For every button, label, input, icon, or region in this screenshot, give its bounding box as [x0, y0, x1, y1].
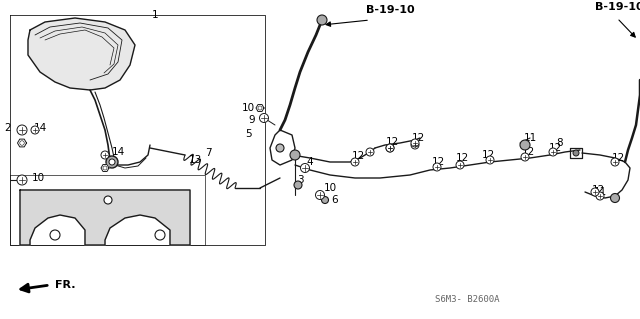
Circle shape [259, 114, 269, 122]
Circle shape [549, 148, 557, 156]
Text: 12: 12 [481, 150, 495, 160]
Text: 14: 14 [111, 147, 125, 157]
Text: 11: 11 [524, 133, 536, 143]
Circle shape [351, 158, 359, 166]
Text: B-19-10: B-19-10 [365, 5, 414, 15]
Circle shape [17, 125, 27, 135]
Text: 5: 5 [244, 129, 252, 139]
Circle shape [386, 144, 394, 152]
Text: 3: 3 [297, 175, 303, 185]
Circle shape [573, 150, 579, 156]
Circle shape [366, 148, 374, 156]
Text: 6: 6 [332, 195, 339, 205]
Circle shape [294, 181, 302, 189]
Circle shape [276, 144, 284, 152]
Text: 12: 12 [412, 133, 424, 143]
Circle shape [301, 164, 310, 173]
Circle shape [101, 151, 109, 159]
Circle shape [611, 158, 619, 166]
Circle shape [520, 140, 530, 150]
Text: 4: 4 [307, 157, 314, 167]
Circle shape [611, 194, 620, 203]
Text: 10: 10 [241, 103, 255, 113]
Circle shape [321, 197, 328, 204]
Circle shape [290, 150, 300, 160]
Circle shape [386, 144, 394, 152]
Circle shape [17, 175, 27, 185]
Text: S6M3- B2600A: S6M3- B2600A [435, 295, 499, 305]
Text: 12: 12 [548, 143, 562, 153]
Circle shape [456, 161, 464, 169]
Polygon shape [20, 190, 190, 245]
Text: FR.: FR. [55, 280, 76, 290]
Polygon shape [256, 105, 264, 111]
Circle shape [31, 126, 39, 134]
Text: 12: 12 [351, 151, 365, 161]
Text: 11: 11 [593, 187, 607, 197]
Circle shape [521, 153, 529, 161]
Circle shape [106, 156, 118, 168]
Circle shape [104, 196, 112, 204]
Text: 12: 12 [591, 185, 605, 195]
Text: 8: 8 [557, 138, 563, 148]
Circle shape [596, 192, 604, 200]
Circle shape [155, 230, 165, 240]
Circle shape [411, 139, 419, 147]
Circle shape [317, 15, 327, 25]
Text: B-19-10: B-19-10 [595, 2, 640, 12]
Text: 10: 10 [323, 183, 337, 193]
Text: 13: 13 [188, 155, 202, 165]
Circle shape [591, 188, 599, 196]
Text: 1: 1 [152, 10, 158, 20]
Circle shape [109, 159, 115, 165]
Circle shape [411, 141, 419, 149]
Text: 2: 2 [4, 123, 12, 133]
Text: 12: 12 [611, 153, 625, 163]
Polygon shape [28, 18, 135, 90]
Text: 12: 12 [385, 137, 399, 147]
Text: 12: 12 [522, 147, 534, 157]
Text: 7: 7 [205, 148, 211, 158]
Circle shape [316, 190, 324, 199]
Circle shape [50, 230, 60, 240]
Text: 12: 12 [431, 157, 445, 167]
Text: 12: 12 [456, 153, 468, 163]
Polygon shape [101, 165, 109, 172]
Text: 9: 9 [249, 115, 255, 125]
Circle shape [486, 156, 494, 164]
Circle shape [433, 163, 441, 171]
Text: 14: 14 [33, 123, 47, 133]
Polygon shape [17, 139, 26, 147]
Text: 10: 10 [31, 173, 45, 183]
